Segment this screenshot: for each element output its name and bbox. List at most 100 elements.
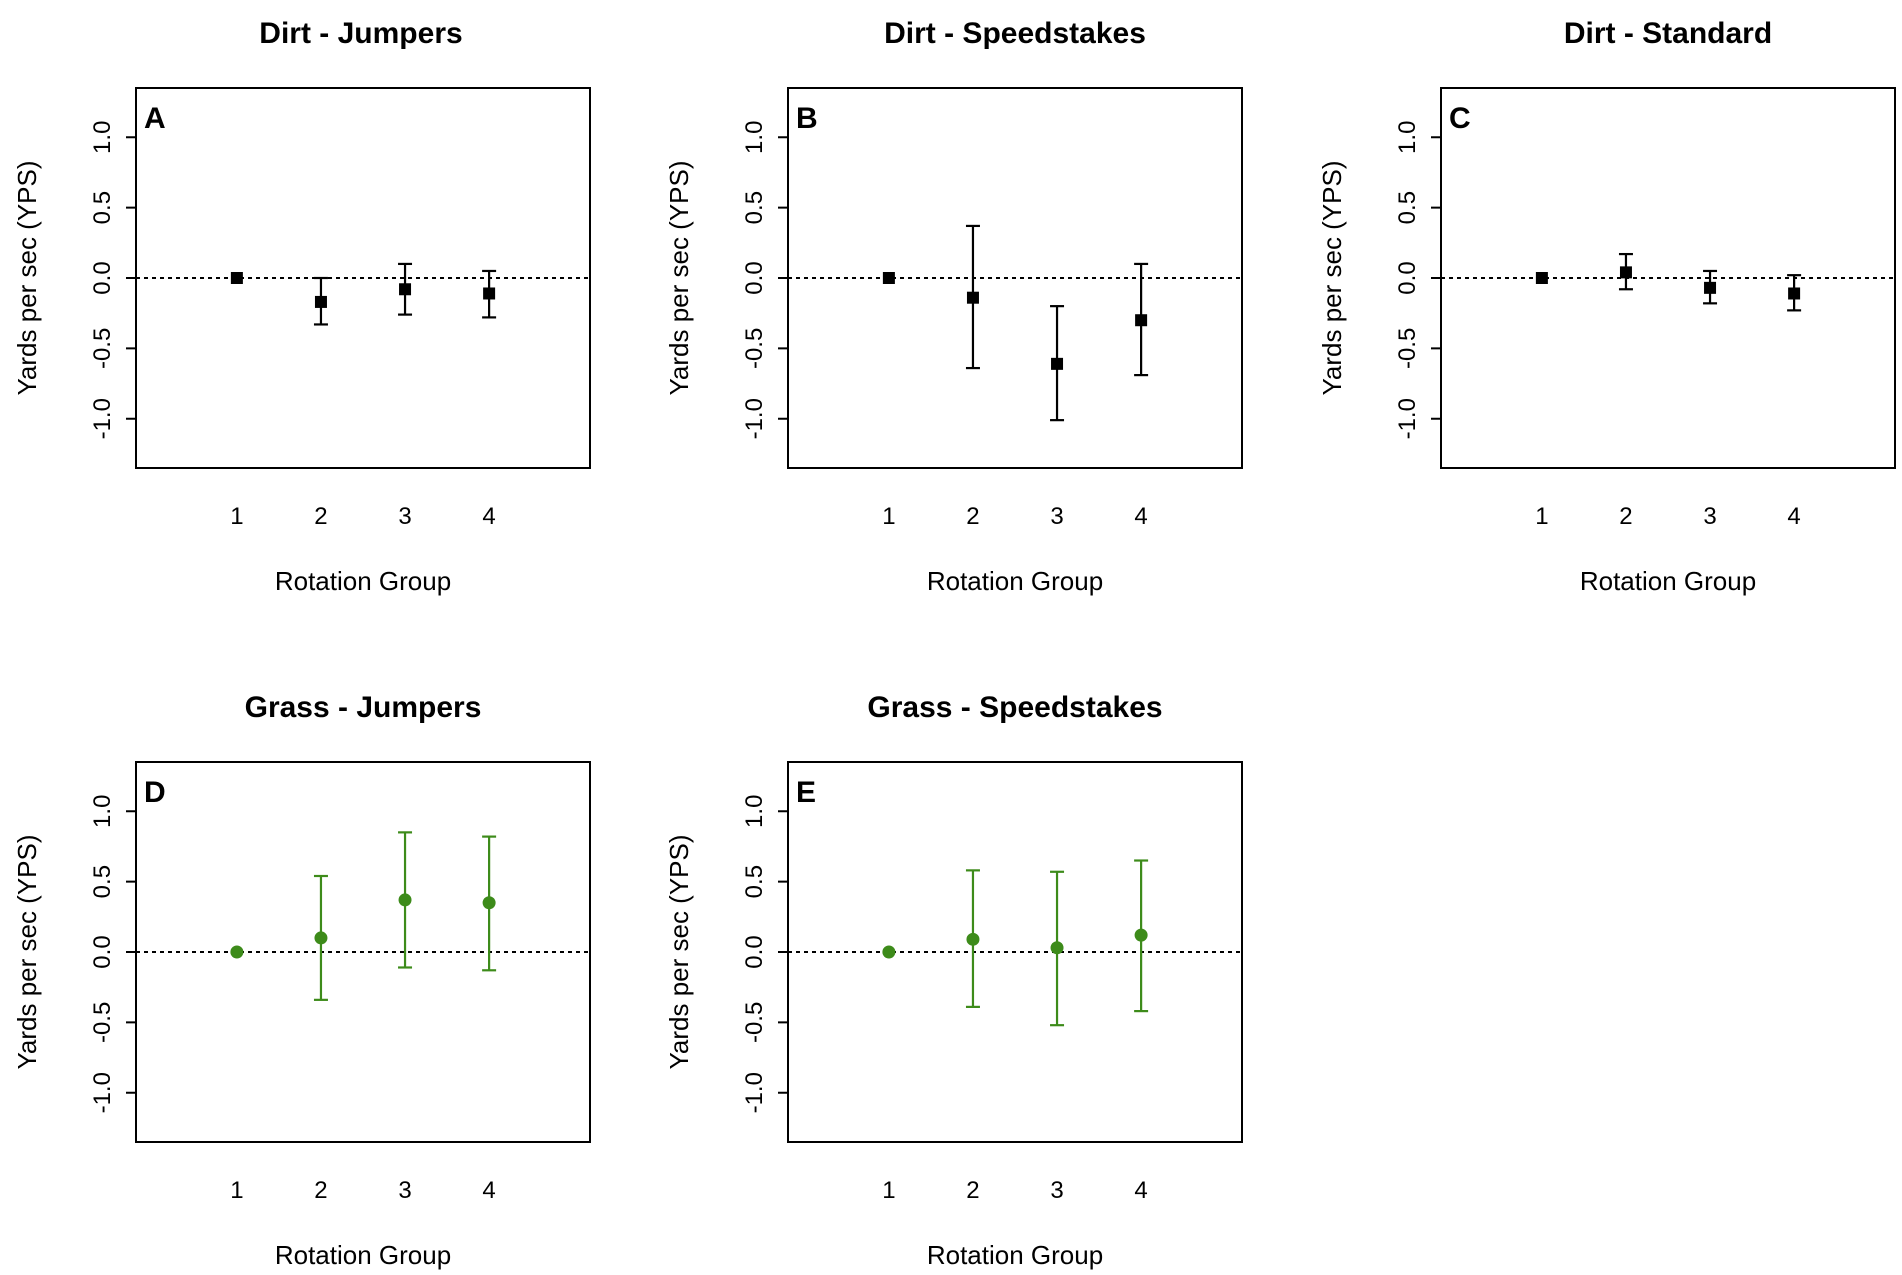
x-axis-label: Rotation Group bbox=[1580, 566, 1756, 596]
data-point bbox=[1704, 281, 1717, 294]
x-axis: 1 2 3 4 bbox=[230, 503, 496, 530]
data-point bbox=[483, 287, 496, 300]
panel-title: Grass - Speedstakes bbox=[867, 691, 1162, 724]
x-tick-label: 2 bbox=[314, 503, 327, 530]
data-point bbox=[882, 272, 895, 284]
y-tick-label: 1.0 bbox=[89, 121, 116, 154]
data-point bbox=[1050, 941, 1064, 955]
data-marks bbox=[136, 831, 590, 1001]
data-point bbox=[482, 896, 496, 910]
y-tick-label: -0.5 bbox=[741, 1002, 768, 1043]
data-point bbox=[314, 295, 327, 308]
data-point bbox=[966, 291, 979, 304]
data-point bbox=[1619, 266, 1632, 279]
panel-e: Grass - Speedstakes E -1.0-0.50.00.51.0 … bbox=[664, 691, 1243, 1270]
data-marks bbox=[788, 224, 1242, 422]
x-tick-label: 4 bbox=[1787, 503, 1800, 530]
x-tick-label: 3 bbox=[1050, 1177, 1063, 1204]
y-tick-label: -0.5 bbox=[89, 328, 116, 369]
y-tick-label: 0.0 bbox=[1394, 261, 1421, 294]
x-tick-label: 4 bbox=[482, 1177, 495, 1204]
x-tick-label: 2 bbox=[1619, 503, 1632, 530]
panel-letter: A bbox=[144, 102, 166, 135]
y-tick-label: -1.0 bbox=[741, 398, 768, 439]
y-tick-label: 0.5 bbox=[741, 191, 768, 224]
x-tick-label: 1 bbox=[882, 1177, 895, 1204]
data-point bbox=[1535, 272, 1548, 284]
data-marks bbox=[1441, 252, 1895, 312]
y-axis: -1.0 -0.5 0.0 0.5 1.0 bbox=[89, 795, 136, 1113]
x-tick-label: 3 bbox=[1703, 503, 1716, 530]
y-axis-label: Yards per sec (YPS) bbox=[12, 834, 42, 1069]
data-marks bbox=[136, 262, 590, 326]
panel-d: Grass - Jumpers D -1.0 -0.5 0.0 0.5 1.0 1 2 3 4… bbox=[12, 691, 591, 1270]
panel-title: Dirt - Standard bbox=[1564, 17, 1772, 50]
y-tick-label: 1.0 bbox=[741, 121, 768, 154]
x-tick-label: 3 bbox=[1050, 503, 1063, 530]
data-point bbox=[398, 893, 412, 907]
data-point bbox=[882, 945, 896, 959]
x-tick-label: 4 bbox=[1134, 503, 1147, 530]
y-tick-label: -1.0 bbox=[89, 1072, 116, 1113]
x-axis: 1 2 3 4 bbox=[1535, 503, 1801, 530]
data-point bbox=[399, 283, 412, 296]
x-axis: 1 2 3 4 bbox=[230, 1177, 496, 1204]
data-point bbox=[230, 945, 244, 959]
x-tick-label: 1 bbox=[1535, 503, 1548, 530]
y-tick-label: -0.5 bbox=[1394, 328, 1421, 369]
panel-letter: D bbox=[144, 776, 166, 809]
y-tick-label: -1.0 bbox=[89, 398, 116, 439]
y-tick-label: 0.5 bbox=[1394, 191, 1421, 224]
y-tick-label: -1.0 bbox=[1394, 398, 1421, 439]
y-tick-label: 1.0 bbox=[1394, 121, 1421, 154]
x-axis: 1 2 3 4 bbox=[882, 503, 1148, 530]
x-axis-label: Rotation Group bbox=[275, 1240, 451, 1270]
y-tick-label: 0.0 bbox=[741, 935, 768, 968]
y-tick-label: -1.0 bbox=[741, 1072, 768, 1113]
y-tick-label: 1.0 bbox=[89, 795, 116, 828]
data-point bbox=[230, 272, 243, 284]
x-tick-label: 2 bbox=[314, 1177, 327, 1204]
y-tick-label: 0.0 bbox=[741, 261, 768, 294]
panel-c: Dirt - Standard C -1.0 -0.5 0.0 0.5 1.0 1 2 3 4… bbox=[1317, 17, 1896, 596]
x-axis: 1 2 3 4 bbox=[882, 1177, 1148, 1204]
y-tick-label: -0.5 bbox=[741, 328, 768, 369]
y-axis: -1.0 -0.5 0.0 0.5 1.0 bbox=[741, 795, 788, 1113]
data-point bbox=[1788, 287, 1801, 300]
x-axis-label: Rotation Group bbox=[927, 566, 1103, 596]
x-tick-label: 4 bbox=[1134, 1177, 1147, 1204]
y-axis-label: Yards per sec (YPS) bbox=[1317, 160, 1347, 395]
y-tick-label: 0.0 bbox=[89, 261, 116, 294]
panel-letter: E bbox=[796, 776, 816, 809]
x-axis-label: Rotation Group bbox=[927, 1240, 1103, 1270]
data-point bbox=[966, 932, 980, 946]
y-axis-label: Yards per sec (YPS) bbox=[12, 160, 42, 395]
y-tick-label: 0.5 bbox=[89, 191, 116, 224]
y-tick-label: 0.0 bbox=[89, 935, 116, 968]
y-tick-label: 0.5 bbox=[89, 865, 116, 898]
panel-letter: C bbox=[1449, 102, 1471, 135]
y-axis-label: Yards per sec (YPS) bbox=[664, 160, 694, 395]
panel-b: Dirt - Speedstakes B -1.0 -0.5 0.0 0.5 1.0 1… bbox=[664, 17, 1243, 596]
x-tick-label: 4 bbox=[482, 503, 495, 530]
x-tick-label: 2 bbox=[966, 503, 979, 530]
data-point bbox=[1135, 314, 1148, 327]
x-tick-label: 1 bbox=[230, 503, 243, 530]
x-tick-label: 1 bbox=[230, 1177, 243, 1204]
y-axis-label: Yards per sec (YPS) bbox=[664, 834, 694, 1069]
data-point bbox=[314, 931, 328, 945]
y-tick-label: 0.5 bbox=[741, 865, 768, 898]
y-tick-label: -0.5 bbox=[89, 1002, 116, 1043]
data-marks bbox=[788, 859, 1242, 1027]
x-tick-label: 1 bbox=[882, 503, 895, 530]
panel-title: Grass - Jumpers bbox=[245, 691, 482, 724]
panel-letter: B bbox=[796, 102, 818, 135]
x-tick-label: 2 bbox=[966, 1177, 979, 1204]
y-axis: -1.0 -0.5 0.0 0.5 1.0 bbox=[1394, 121, 1441, 439]
panel-title: Dirt - Speedstakes bbox=[884, 17, 1146, 50]
y-axis: -1.0 -0.5 0.0 0.5 1.0 bbox=[741, 121, 788, 439]
y-axis: -1.0 -0.5 0.0 0.5 1.0 bbox=[89, 121, 136, 439]
data-point bbox=[1051, 357, 1064, 370]
